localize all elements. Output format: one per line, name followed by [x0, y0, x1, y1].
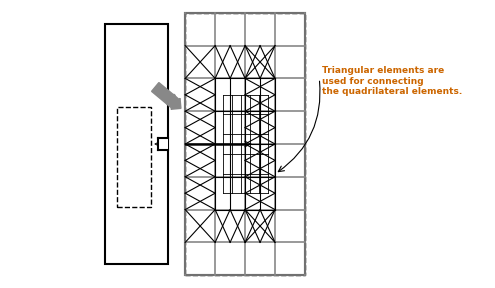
- Text: Triangular elements are
used for connecting
the quadrilateral elements.: Triangular elements are used for connect…: [322, 66, 462, 96]
- Bar: [105, 24, 168, 264]
- FancyArrow shape: [151, 83, 181, 109]
- Bar: [185, 13, 305, 275]
- Bar: [117, 107, 151, 207]
- Bar: [185, 13, 305, 275]
- Bar: [158, 138, 168, 150]
